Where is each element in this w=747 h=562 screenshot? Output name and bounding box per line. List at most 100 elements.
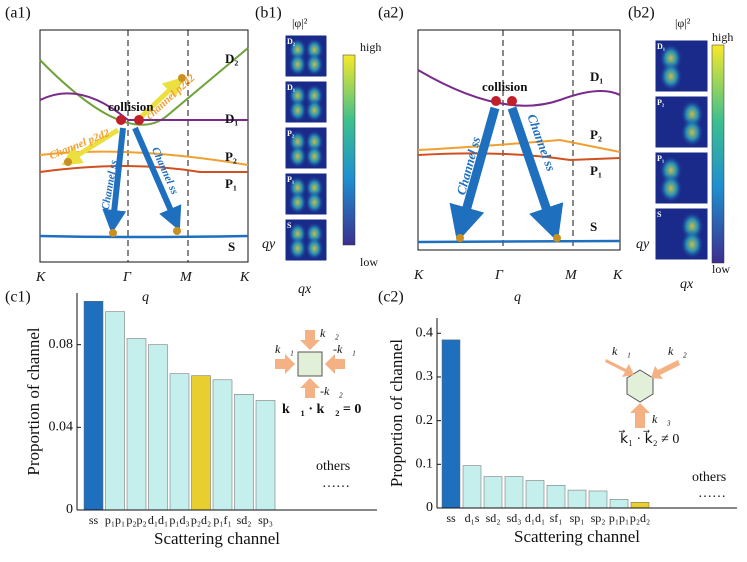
x-tick-label: p₂d₂ — [630, 511, 650, 525]
field-blob — [680, 117, 704, 147]
bar — [567, 489, 587, 509]
x-tick-label: Γ — [494, 268, 504, 283]
arrow — [275, 354, 295, 374]
tile-label: D₂ — [287, 37, 296, 46]
x-tick-label: p₁p₁ — [105, 513, 125, 527]
x-tick-label: M — [179, 270, 193, 285]
field-blob — [305, 144, 324, 169]
axis-label: qy — [636, 237, 650, 252]
y-tick-label: 0.1 — [416, 457, 434, 472]
x-tick-label: K — [35, 270, 46, 285]
inset-label: -k⃗₂ — [320, 384, 343, 398]
y-tick-label: 0.08 — [49, 337, 74, 352]
arrow — [138, 77, 184, 120]
tile-label: P₁ — [657, 154, 665, 163]
field-blob — [288, 52, 307, 77]
tile-label: S — [657, 210, 662, 219]
bar — [588, 490, 608, 509]
inset-label: k⃗₁ — [275, 342, 294, 356]
arrow — [449, 106, 500, 243]
tile-label: P₂ — [657, 98, 665, 107]
collision: collision — [482, 79, 528, 94]
bar — [525, 480, 545, 509]
arrow — [132, 126, 182, 232]
bar — [126, 338, 147, 511]
x-tick-label: p₁d₃ — [169, 513, 189, 527]
band — [417, 69, 621, 107]
inset-label: k⃗₂ — [668, 344, 687, 358]
field-blob — [305, 98, 324, 123]
formula: k⃗₁ · k⃗₂ = 0 — [282, 402, 361, 417]
bar — [483, 476, 503, 509]
band — [39, 165, 248, 173]
bar — [630, 502, 650, 509]
x-tick-label: M — [564, 268, 578, 283]
inset-label: k⃗₃ — [652, 412, 671, 426]
bar — [609, 499, 629, 509]
arrow — [605, 359, 634, 377]
inset-label: k⃗₁ — [612, 344, 631, 358]
inset-c1: k⃗₂ k⃗₁ -k⃗₁ -k⃗₂ k⃗₁ · k⃗₂ = 0 others …… — [275, 326, 361, 491]
field-panel-b1: (b1) |φ|² high low qy qx D₂ D₁ P₂ P₁ S — [255, 5, 381, 298]
bar — [546, 485, 566, 509]
particle — [134, 115, 144, 125]
bar — [234, 394, 254, 511]
x-tick-label: p₂p₂ — [126, 513, 146, 527]
field-blob — [288, 190, 307, 215]
y-tick-label: 0.3 — [416, 369, 434, 384]
field-blob — [305, 190, 324, 215]
bar — [169, 373, 190, 511]
y-tick-label: 0.04 — [49, 420, 74, 435]
particle — [173, 227, 181, 235]
panel-label: (c1) — [5, 289, 31, 306]
panel-label: (a2) — [378, 5, 404, 22]
x-tick-label: ss — [446, 511, 456, 525]
arrow — [61, 127, 120, 166]
band-label: P₂ — [590, 127, 602, 142]
x-tick-label: K — [413, 268, 424, 283]
axis-label: qy — [262, 237, 276, 252]
bar — [105, 311, 125, 511]
band — [417, 138, 621, 153]
band-panel-a1: (a1) collision Channel p2d2 channel p2d2… — [5, 5, 250, 306]
x-tick-label: K — [239, 270, 250, 285]
band-label: P₁ — [225, 176, 237, 191]
band-label: P₂ — [225, 149, 237, 164]
x-tick-label: sp₁ — [570, 511, 585, 525]
arrow — [325, 354, 345, 374]
band-label: P₁ — [590, 163, 602, 178]
band — [39, 234, 249, 239]
particle — [64, 158, 72, 166]
x-tick-label: K — [612, 268, 623, 283]
arrow — [102, 127, 127, 234]
band-panel-a2: (a2) collision Channel ss Channel ss D₁ … — [378, 5, 623, 306]
axis-label: qx — [680, 277, 694, 292]
tile-label: S — [287, 221, 292, 230]
x-tick-label: p₁f₁ — [213, 513, 231, 527]
colorbar-low: low — [360, 255, 378, 269]
band-label: D₁ — [225, 111, 238, 126]
panel-label: (b1) — [255, 5, 282, 22]
particle — [507, 96, 517, 106]
x-tick-label: sp₂ — [591, 511, 606, 525]
y-axis-label: Proportion of channel — [24, 327, 43, 476]
x-tick-label: sf₁ — [550, 511, 563, 525]
x-tick-label: p₂d₂ — [191, 513, 211, 527]
bar — [255, 400, 276, 511]
panel-label: (a1) — [5, 5, 31, 22]
field-blob — [680, 229, 704, 259]
x-tick-label: sp₃ — [258, 513, 273, 527]
particle — [109, 229, 117, 237]
field-blob — [305, 52, 324, 77]
bar — [212, 379, 233, 511]
y-tick-label: 0.4 — [416, 326, 434, 341]
x-tick-label: ss — [89, 513, 99, 527]
annotation: others — [692, 470, 726, 485]
colorbar-low: low — [712, 262, 730, 276]
axis-label: qx — [298, 282, 312, 297]
formula: k⃗₁ · k⃗₂ ≠ 0 — [618, 430, 679, 448]
frame — [39, 29, 249, 263]
collision: collision — [108, 99, 154, 114]
colorbar — [342, 54, 356, 246]
